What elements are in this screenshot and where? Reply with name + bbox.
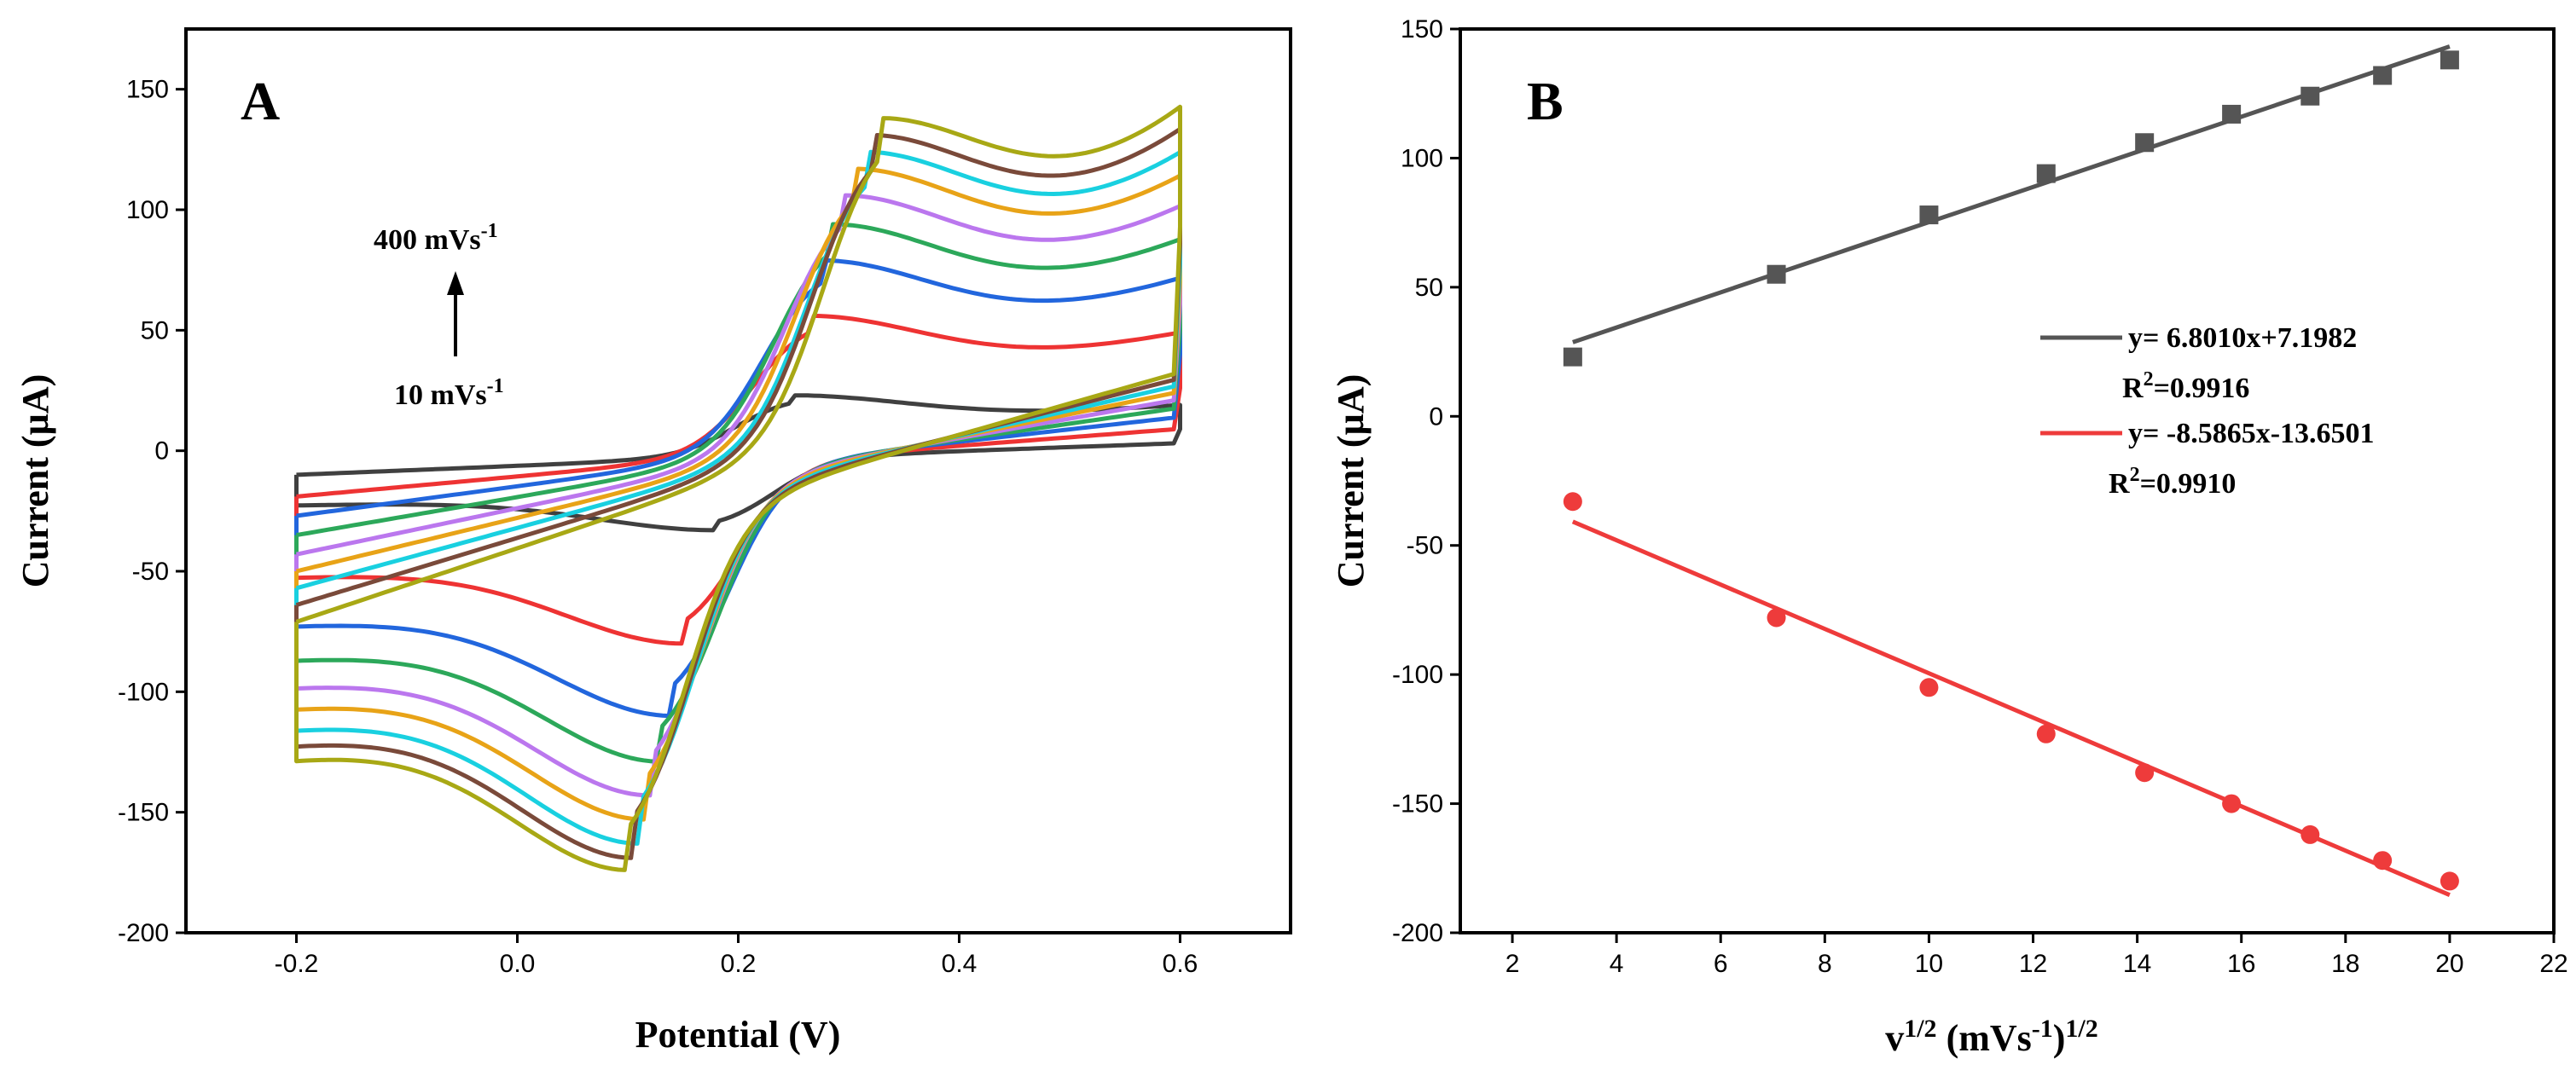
scan-rate-arrow	[447, 271, 464, 356]
panel-b-label: B	[1527, 71, 1564, 131]
data-point-cathodic	[2373, 851, 2393, 871]
panel-b-y-tick-label: 150	[1401, 15, 1443, 43]
data-point-anodic	[2300, 86, 2320, 106]
data-point-anodic	[2440, 50, 2459, 70]
panel-b-xlabel: v1/2 (mVs-1)1/2	[1885, 1015, 2098, 1059]
panel-b-x-tick-label: 12	[2019, 950, 2047, 978]
panel-b-x-tick-label: 16	[2227, 950, 2255, 978]
panel-a-x-tick-label: 0.0	[500, 950, 536, 978]
panel-b-y-tick-label: 50	[1415, 274, 1443, 302]
panel-b-y-tick-label: 100	[1401, 144, 1443, 172]
data-point-cathodic	[2135, 763, 2155, 783]
panel-b-y-tick-label: -50	[1407, 532, 1443, 560]
data-point-cathodic	[1563, 492, 1582, 512]
panel-b-ticks: 2 4 6 8 10 12 14 16 18 20 22 -200 -150 -100 -50 0 50 100 1…	[1392, 15, 2568, 978]
panel-a-y-tick-label: 50	[141, 316, 169, 344]
panel-b-x-tick-label: 10	[1915, 950, 1943, 978]
panel-a-x-tick-label: 0.2	[721, 950, 757, 978]
panel-b-x-tick-label: 18	[2331, 950, 2359, 978]
legend-r2-anodic: R2=0.9916	[2122, 368, 2249, 404]
panel-b-x-tick-label: 20	[2435, 950, 2463, 978]
panel-b-frame	[1459, 27, 2556, 934]
panel-b-x-tick-label: 8	[1818, 950, 1832, 978]
data-point-cathodic	[1767, 608, 1786, 628]
data-point-cathodic	[2440, 871, 2459, 891]
panel-a-frame	[184, 27, 1292, 934]
legend-equation-cathodic: y= -8.5865x-13.6501	[2128, 418, 2375, 449]
panel-b-y-tick-label: -150	[1392, 790, 1443, 819]
data-point-cathodic	[2222, 794, 2242, 813]
panel-a-label: A	[241, 71, 280, 131]
data-point-cathodic	[1919, 678, 1939, 697]
panel-a: -0.2 0.0 0.2 0.4 0.6 -200 -150 -100 -50 0 50 100 150…	[15, 27, 1292, 1056]
panel-b-y-tick-label: -200	[1392, 919, 1443, 947]
panel-a-y-tick-label: -200	[118, 919, 169, 947]
panel-a-xlabel: Potential (V)	[635, 1014, 841, 1056]
cv-curve-150-mVs-1	[294, 222, 1182, 764]
panel-b-x-tick-label: 2	[1506, 950, 1520, 978]
scan-rate-annotation-top: 400 mVs-1	[374, 220, 498, 256]
panel-b-ylabel: Current (µA)	[1330, 374, 1372, 588]
scan-rate-annotation-bottom: 10 mVs-1	[394, 375, 504, 411]
cv-curve-50-mVs-1	[294, 313, 1182, 646]
panel-b-y-tick-label: -100	[1392, 661, 1443, 689]
panel-a-ylabel: Current (µA)	[15, 374, 56, 588]
panel-a-y-tick-label: 150	[126, 76, 169, 104]
data-point-cathodic	[2036, 724, 2056, 743]
panel-b-points	[1563, 50, 2459, 891]
panel-a-y-tick-label: 0	[154, 437, 169, 466]
legend-equation-anodic: y= 6.8010x+7.1982	[2128, 322, 2357, 354]
cv-curve-200-mVs-1	[294, 193, 1182, 798]
data-point-anodic	[1563, 347, 1582, 367]
panel-b-x-tick-label: 4	[1610, 950, 1624, 978]
data-point-anodic	[2036, 164, 2056, 183]
legend: y= 6.8010x+7.1982 R2=0.9916 y= -8.5865x-…	[2040, 322, 2375, 500]
data-point-anodic	[1767, 264, 1786, 284]
data-point-anodic	[2222, 104, 2242, 124]
panel-a-x-tick-label: 0.6	[1163, 950, 1198, 978]
panel-a-ticks: -0.2 0.0 0.2 0.4 0.6 -200 -150 -100 -50 0 50 100 150	[118, 76, 1198, 978]
panel-b-x-tick-label: 14	[2123, 950, 2151, 978]
data-point-cathodic	[2300, 824, 2320, 844]
cv-curve-400-mVs-1	[294, 104, 1182, 872]
panel-a-x-tick-label: -0.2	[275, 950, 319, 978]
panel-b-x-tick-label: 6	[1714, 950, 1728, 978]
panel-b-y-tick-label: 0	[1429, 402, 1443, 431]
panel-b-x-tick-label: 22	[2539, 950, 2567, 978]
data-point-anodic	[1919, 205, 1939, 225]
panel-a-y-tick-label: -100	[118, 678, 169, 706]
cv-curve-100-mVs-1	[294, 257, 1182, 719]
panel-a-y-tick-label: -150	[118, 799, 169, 827]
panel-b: 2 4 6 8 10 12 14 16 18 20 22 -200 -150 -100 -50 0 50 100 1…	[1330, 15, 2568, 1059]
panel-a-curves	[294, 104, 1182, 872]
panel-a-y-tick-label: -50	[132, 558, 169, 586]
data-point-anodic	[2135, 133, 2155, 153]
legend-r2-cathodic: R2=0.9910	[2109, 464, 2236, 500]
panel-a-x-tick-label: 0.4	[942, 950, 978, 978]
data-point-anodic	[2373, 66, 2393, 85]
panel-b-fits	[1571, 44, 2451, 898]
panel-a-y-tick-label: 100	[126, 196, 169, 224]
